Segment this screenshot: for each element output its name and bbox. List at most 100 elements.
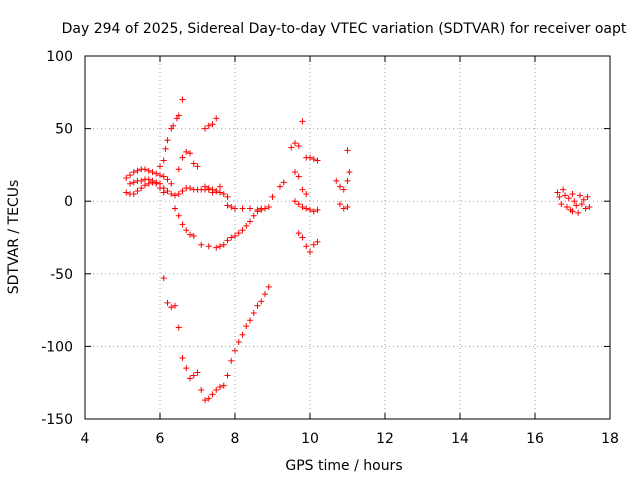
data-point: [344, 147, 351, 154]
data-point: [563, 204, 570, 211]
data-point: [162, 145, 169, 152]
data-point: [134, 167, 141, 174]
data-point: [127, 180, 133, 187]
y-tick-label: 100: [46, 49, 73, 65]
x-axis-label: GPS time / hours: [285, 458, 402, 474]
data-point: [243, 222, 250, 229]
data-point: [228, 204, 235, 211]
data-point: [288, 144, 295, 151]
data-point: [213, 188, 220, 195]
data-point: [220, 382, 227, 389]
x-tick-label: 14: [451, 431, 469, 447]
data-point: [138, 185, 145, 192]
data-point: [168, 304, 175, 311]
x-tick-label: 16: [526, 431, 544, 447]
data-point: [265, 283, 272, 290]
data-point: [239, 205, 246, 212]
data-point: [164, 137, 171, 144]
data-point: [262, 205, 268, 212]
data-point: [247, 205, 253, 212]
data-point: [277, 183, 283, 190]
data-point: [175, 212, 182, 219]
data-point: [145, 176, 152, 183]
grid: [85, 56, 610, 419]
data-point: [164, 176, 171, 183]
data-point: [235, 230, 242, 237]
data-point: [183, 227, 190, 234]
data-point: [213, 244, 220, 251]
y-axis-label: SDTVAR / TECUs: [6, 180, 22, 295]
data-point: [307, 249, 313, 256]
data-point: [202, 183, 208, 190]
data-point: [157, 163, 163, 170]
data-point: [346, 169, 353, 176]
data-point: [142, 166, 148, 173]
y-tick-label: -50: [50, 267, 73, 283]
axis-ticks: 4 6 8 10 12 14 16 18 -150 -100 -50 0 50 100: [41, 49, 619, 447]
data-point: [307, 206, 313, 213]
data-point: [228, 357, 235, 364]
data-point: [187, 231, 193, 238]
data-point: [582, 205, 589, 212]
data-point: [157, 172, 163, 179]
data-point: [179, 188, 186, 195]
data-point: [183, 148, 190, 155]
data-point: [168, 190, 175, 197]
y-tick-label: -150: [41, 412, 73, 428]
data-point: [209, 391, 216, 398]
data-point: [187, 150, 193, 157]
x-tick-label: 4: [81, 431, 90, 447]
data-point: [569, 190, 576, 197]
data-point: [160, 189, 167, 196]
data-point: [217, 189, 223, 196]
data-point: [228, 234, 235, 241]
x-tick-label: 12: [376, 431, 394, 447]
data-point: [295, 173, 302, 180]
data-point: [307, 154, 313, 161]
data-point: [562, 192, 568, 199]
data-point: [217, 243, 223, 250]
data-point: [149, 177, 156, 184]
data-point: [340, 205, 347, 212]
data-point: [157, 185, 163, 192]
data-point: [344, 177, 351, 184]
data-point: [295, 230, 302, 237]
data-point: [295, 201, 302, 208]
y-tick-label: 0: [64, 194, 73, 210]
data-point: [577, 192, 583, 199]
data-point: [560, 186, 567, 193]
data-point: [179, 355, 186, 362]
data-point: [299, 186, 306, 193]
data-point: [575, 209, 582, 216]
data-point: [220, 190, 227, 197]
data-point: [134, 188, 141, 195]
data-point: [213, 386, 220, 393]
data-points: [123, 96, 593, 404]
y-tick-label: -100: [41, 339, 73, 355]
y-tick-label: 50: [55, 122, 73, 138]
data-point: [258, 298, 265, 305]
data-point: [224, 237, 231, 244]
data-point: [127, 172, 133, 179]
data-point: [130, 179, 137, 186]
data-point: [292, 140, 298, 147]
data-point: [571, 198, 578, 205]
data-point: [179, 221, 186, 228]
data-point: [254, 302, 261, 309]
data-point: [586, 204, 593, 211]
data-point: [584, 193, 591, 200]
data-point: [164, 188, 171, 195]
data-point: [149, 169, 156, 176]
data-point: [130, 169, 137, 176]
data-point: [314, 206, 321, 213]
data-point: [250, 310, 257, 317]
data-point: [235, 339, 242, 346]
data-point: [198, 241, 205, 248]
data-point: [183, 365, 190, 372]
data-point: [556, 193, 563, 200]
data-point: [578, 201, 585, 208]
data-point: [310, 208, 317, 215]
data-point: [265, 204, 272, 211]
data-point: [269, 193, 276, 200]
data-point: [569, 208, 576, 215]
